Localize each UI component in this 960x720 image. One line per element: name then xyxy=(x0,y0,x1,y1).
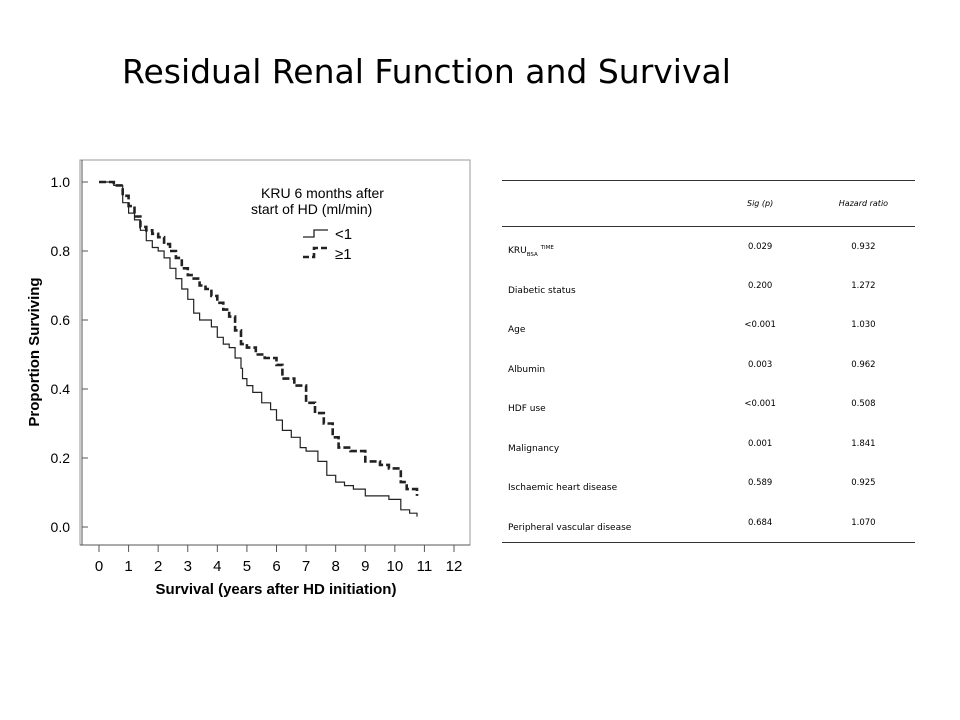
row-label: Ischaemic heart disease xyxy=(508,483,618,494)
legend-swatch-solid xyxy=(303,229,328,238)
row-sig: 0.684 xyxy=(747,517,773,528)
header-sig: Sig (p) xyxy=(747,199,774,208)
row-hr: 0.962 xyxy=(851,359,876,370)
x-axis-label: Survival (years after HD initiation) xyxy=(156,581,397,598)
row-sig: 0.001 xyxy=(747,438,773,449)
series-lt1-line xyxy=(99,181,418,517)
x-tick-label: 0 xyxy=(95,558,103,575)
header-hazard-ratio: Hazard ratio xyxy=(838,199,889,208)
kru-subscript: BSA xyxy=(526,251,538,258)
y-tick-label: 0.8 xyxy=(51,243,71,259)
x-tick-label: 2 xyxy=(154,558,162,575)
x-tick-label: 11 xyxy=(417,558,433,575)
kru-label: KRU xyxy=(508,246,527,257)
y-tick-label: 0.6 xyxy=(51,312,71,328)
row-label: Peripheral vascular disease xyxy=(508,522,632,533)
row-label: Albumin xyxy=(508,364,546,375)
row-hr: 1.030 xyxy=(851,320,876,331)
x-tick-label: 5 xyxy=(243,558,251,575)
y-tick-label: 0.4 xyxy=(51,381,71,397)
row-label: Malignancy xyxy=(508,443,560,454)
slide-title: Residual Renal Function and Survival xyxy=(122,52,731,91)
header-variable xyxy=(502,181,709,227)
table-row: Peripheral vascular disease 0.684 1.070 xyxy=(502,503,915,543)
row-hr: 0.932 xyxy=(851,241,876,252)
y-tick-label: 1.0 xyxy=(51,174,71,190)
table-row: HDF use <0.001 0.508 xyxy=(502,385,915,425)
row-label: Diabetic status xyxy=(508,285,576,296)
row-hr: 1.841 xyxy=(851,438,876,449)
series-ge1-line xyxy=(99,180,419,496)
x-tick-label: 8 xyxy=(331,558,339,575)
y-tick-label: 0.0 xyxy=(51,519,71,535)
table-row: KRUBSA TIME 0.029 0.932 xyxy=(502,227,915,267)
row-label: KRUBSA TIME xyxy=(502,227,709,267)
kru-superscript: TIME xyxy=(540,245,554,252)
table-row: Diabetic status 0.200 1.272 xyxy=(502,266,915,306)
table-row: Age <0.001 1.030 xyxy=(502,306,915,346)
row-hr: 0.508 xyxy=(851,399,876,410)
row-sig: <0.001 xyxy=(744,320,776,331)
x-tick-label: 9 xyxy=(361,558,369,575)
table-row: Malignancy 0.001 1.841 xyxy=(502,424,915,464)
row-hr: 0.925 xyxy=(851,478,876,489)
table-row: Ischaemic heart disease 0.589 0.925 xyxy=(502,464,915,504)
x-tick-label: 6 xyxy=(272,558,280,575)
x-tick-label: 12 xyxy=(446,558,463,575)
row-sig: 0.029 xyxy=(747,241,773,252)
row-hr: 1.272 xyxy=(851,280,876,291)
y-axis-ticks: 0.0 0.2 0.4 0.6 0.8 1.0 xyxy=(51,174,88,535)
y-axis-label: Proportion Surviving xyxy=(26,277,43,426)
series-layer xyxy=(99,180,419,517)
legend: KRU 6 months after start of HD (ml/min) … xyxy=(251,185,384,263)
table-header-row: Sig (p) Hazard ratio xyxy=(502,180,915,227)
row-label: HDF use xyxy=(508,404,546,415)
x-tick-label: 7 xyxy=(302,558,310,575)
row-sig: 0.589 xyxy=(747,478,773,489)
row-hr: 1.070 xyxy=(851,517,876,528)
x-tick-label: 10 xyxy=(386,558,403,575)
x-axis-ticks: 0 1 2 3 4 5 6 7 8 9 10 11 12 xyxy=(95,545,463,575)
results-table: Sig (p) Hazard ratio KRUBSA TIME 0.029 0… xyxy=(502,180,915,543)
row-sig: 0.003 xyxy=(747,359,773,370)
x-tick-label: 1 xyxy=(124,558,132,575)
y-tick-label: 0.2 xyxy=(51,450,71,466)
legend-label-lt1: <1 xyxy=(335,226,352,243)
table-row: Albumin 0.003 0.962 xyxy=(502,345,915,385)
row-sig: 0.200 xyxy=(747,280,773,291)
legend-title-line1: KRU 6 months after xyxy=(261,185,384,201)
row-label: Age xyxy=(508,325,526,336)
x-tick-label: 3 xyxy=(184,558,192,575)
row-sig: <0.001 xyxy=(744,399,776,410)
legend-title-line2: start of HD (ml/min) xyxy=(251,201,372,217)
legend-label-ge1: ≥1 xyxy=(335,246,352,263)
x-tick-label: 4 xyxy=(213,558,221,575)
legend-swatch-dashed xyxy=(303,246,328,259)
